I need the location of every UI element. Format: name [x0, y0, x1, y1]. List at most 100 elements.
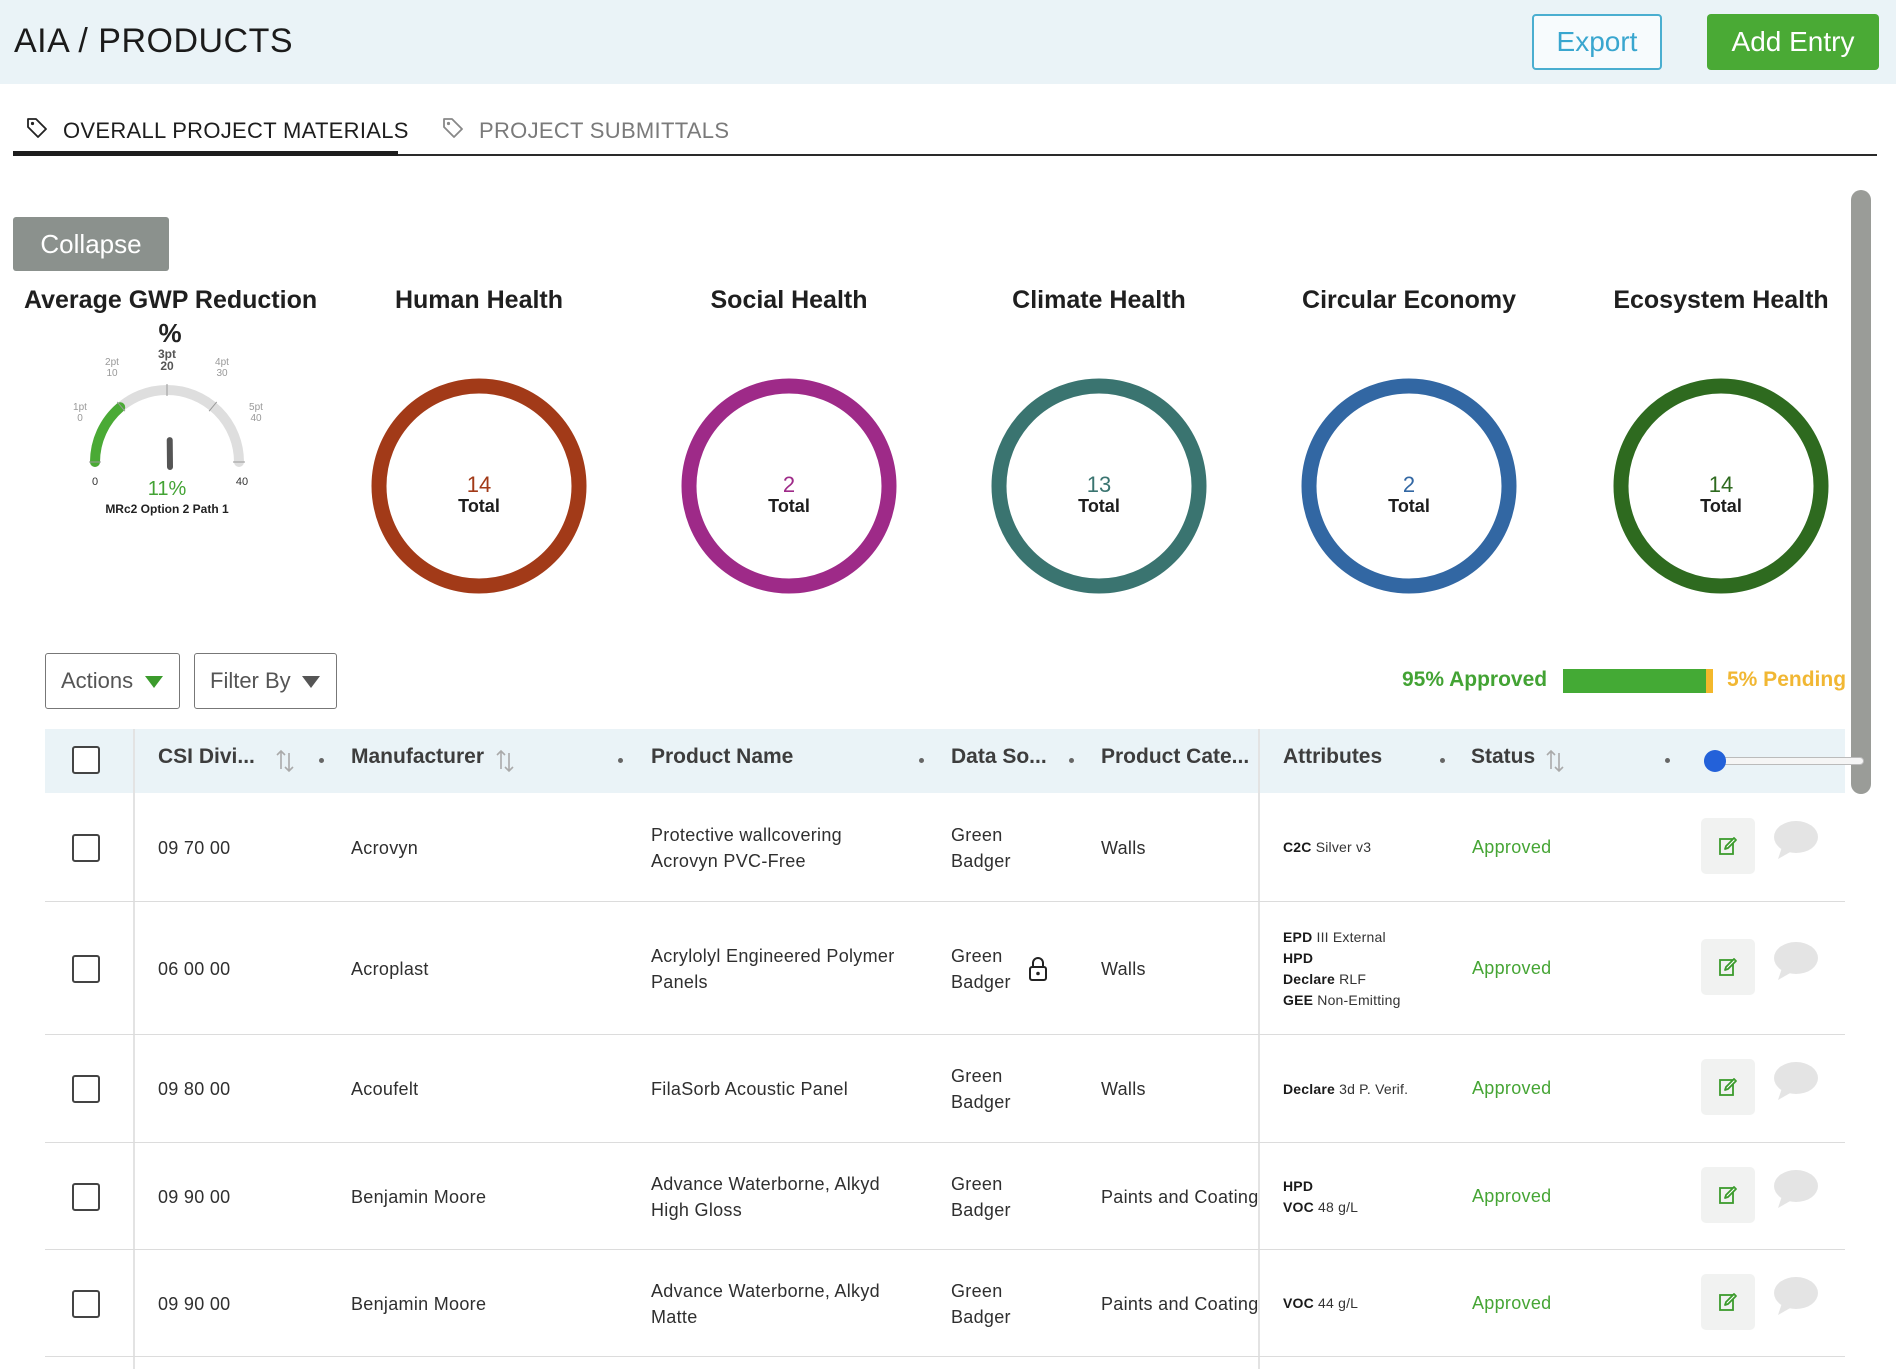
table-header: CSI Divi... Manufacturer Product Name Da… — [45, 729, 1845, 793]
approval-progress-bar — [1563, 669, 1713, 693]
status-badge: Approved — [1472, 1078, 1551, 1099]
tab-overall-project-materials[interactable]: OVERALL PROJECT MATERIALS — [25, 108, 409, 154]
tab-project-submittals[interactable]: PROJECT SUBMITTALS — [441, 108, 729, 154]
select-all-checkbox[interactable] — [72, 746, 100, 774]
sort-icon[interactable] — [1546, 749, 1564, 773]
edit-button[interactable] — [1701, 818, 1755, 874]
attribute-key: Declare — [1283, 971, 1335, 987]
row-checkbox[interactable] — [72, 1290, 100, 1318]
column-menu-dot[interactable] — [319, 758, 324, 763]
gauge-tick-pt: 5pt — [249, 402, 263, 413]
pending-percentage: 5% Pending — [1727, 668, 1846, 692]
caret-down-icon — [145, 676, 163, 688]
edit-button[interactable] — [1701, 939, 1755, 995]
edit-icon — [1716, 1075, 1740, 1099]
attribute-key: Declare — [1283, 1081, 1335, 1097]
vertical-scrollbar[interactable] — [1851, 190, 1871, 794]
data-source-line: Green — [951, 1063, 1003, 1089]
product-name-line: Acrovyn PVC-Free — [651, 848, 806, 874]
product-name-line: Advance Waterborne, Alkyd — [651, 1171, 880, 1197]
gwp-title: Average GWP Reduction — [24, 286, 314, 315]
attribute-line: EPD III External — [1283, 927, 1386, 948]
comment-icon[interactable] — [1770, 940, 1820, 989]
row-checkbox[interactable] — [72, 1183, 100, 1211]
column-menu-dot[interactable] — [1440, 758, 1445, 763]
column-menu-dot[interactable] — [1665, 758, 1670, 763]
column-header-status[interactable]: Status — [1471, 745, 1551, 769]
attribute-line: VOC 48 g/L — [1283, 1197, 1358, 1218]
attribute-line: HPD — [1283, 1176, 1313, 1197]
filter-by-dropdown[interactable]: Filter By — [194, 653, 337, 709]
tab-bar: OVERALL PROJECT MATERIALS PROJECT SUBMIT… — [13, 100, 1877, 156]
column-menu-dot[interactable] — [919, 758, 924, 763]
product-name-line: Matte — [651, 1304, 698, 1330]
attribute-key: GEE — [1283, 992, 1313, 1008]
row-checkbox[interactable] — [72, 1075, 100, 1103]
product-name-line: High Gloss — [651, 1197, 742, 1223]
gauge-min-label: 0 — [92, 476, 98, 488]
data-source-line: Green — [951, 1171, 1003, 1197]
gauge-tick-pt: 1pt — [73, 402, 87, 413]
metric-label: Total — [991, 496, 1207, 517]
edit-button[interactable] — [1701, 1059, 1755, 1115]
data-source-line: Badger — [951, 969, 1011, 995]
comment-icon[interactable] — [1770, 1168, 1820, 1217]
gauge-tick-pt: 2pt — [105, 357, 119, 368]
csi-division: 09 80 00 — [158, 1076, 230, 1102]
column-menu-dot[interactable] — [1069, 758, 1074, 763]
export-button[interactable]: Export — [1532, 14, 1662, 70]
attribute-line: GEE Non-Emitting — [1283, 990, 1401, 1011]
column-header-product-category[interactable]: Product Cate... — [1101, 745, 1256, 769]
slider-knob[interactable] — [1704, 750, 1726, 772]
edit-button[interactable] — [1701, 1167, 1755, 1223]
attribute-value: RLF — [1335, 971, 1366, 987]
csi-division: 09 90 00 — [158, 1291, 230, 1317]
comment-icon[interactable] — [1770, 1275, 1820, 1324]
column-header-product-name[interactable]: Product Name — [651, 745, 811, 769]
metric-title: Human Health — [329, 286, 629, 315]
filter-label: Filter By — [210, 668, 291, 694]
row-checkbox[interactable] — [72, 955, 100, 983]
products-table: CSI Divi... Manufacturer Product Name Da… — [45, 729, 1845, 1369]
column-header-csi[interactable]: CSI Divi... — [158, 745, 266, 769]
sort-icon[interactable] — [276, 749, 294, 773]
attribute-key: C2C — [1283, 839, 1312, 855]
manufacturer: Acoufelt — [351, 1076, 418, 1102]
collapse-button[interactable]: Collapse — [13, 217, 169, 271]
column-menu-dot[interactable] — [618, 758, 623, 763]
data-source-line: Badger — [951, 848, 1011, 874]
column-header-data-source[interactable]: Data So... — [951, 745, 1056, 769]
edit-button[interactable] — [1701, 1274, 1755, 1330]
row-checkbox[interactable] — [72, 834, 100, 862]
attribute-line: Declare RLF — [1283, 969, 1366, 990]
comment-icon[interactable] — [1770, 819, 1820, 868]
metric-label: Total — [371, 496, 587, 517]
manufacturer: Acrovyn — [351, 835, 418, 861]
attribute-value: III External — [1312, 929, 1385, 945]
page-title: AIA / PRODUCTS — [14, 22, 293, 61]
add-entry-button[interactable]: Add Entry — [1707, 14, 1879, 70]
sort-icon[interactable] — [496, 749, 514, 773]
active-tab-indicator — [13, 151, 398, 156]
actions-dropdown[interactable]: Actions — [45, 653, 180, 709]
gwp-value: 11% — [148, 478, 187, 500]
metric-value: 14 — [1613, 472, 1829, 498]
column-width-slider[interactable] — [1704, 749, 1864, 773]
tab-label: OVERALL PROJECT MATERIALS — [63, 118, 409, 144]
metric-title: Social Health — [639, 286, 939, 315]
metric-title: Circular Economy — [1259, 286, 1559, 315]
attribute-key: HPD — [1283, 1178, 1313, 1194]
gauge-tick-value: 30 — [216, 368, 228, 379]
column-header-manufacturer[interactable]: Manufacturer — [351, 745, 496, 769]
caret-down-icon — [302, 676, 320, 688]
comment-icon[interactable] — [1770, 1060, 1820, 1109]
approved-percentage: 95% Approved — [1402, 668, 1547, 692]
column-header-attributes[interactable]: Attributes — [1283, 745, 1393, 769]
attribute-line: VOC 44 g/L — [1283, 1293, 1358, 1314]
status-badge: Approved — [1472, 837, 1551, 858]
